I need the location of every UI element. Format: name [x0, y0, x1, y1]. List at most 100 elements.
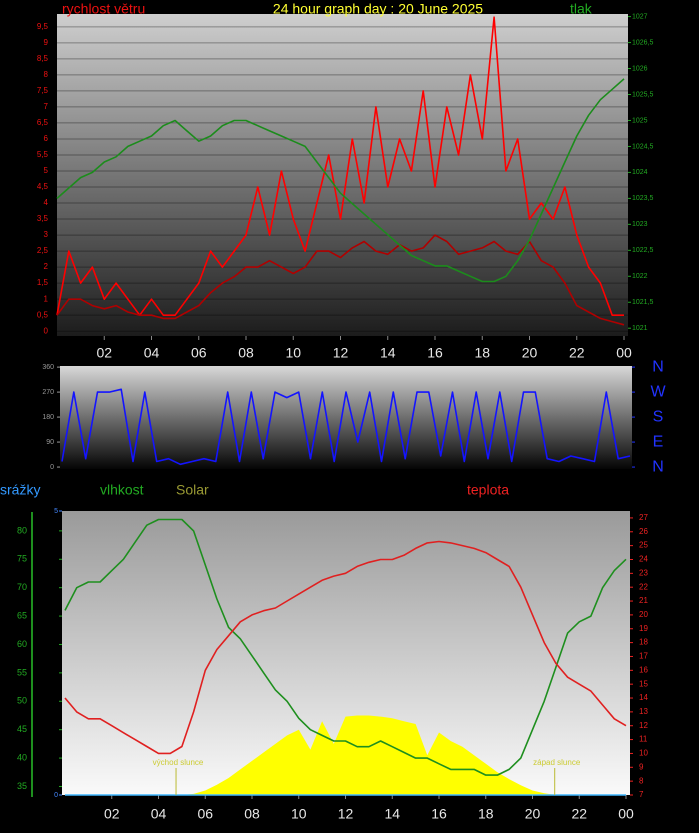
- annotation: východ slunce: [153, 758, 204, 767]
- x-tick-label: 22: [569, 345, 585, 361]
- y3-tick-label: 5: [54, 508, 58, 515]
- y-tick-label: 40: [17, 752, 27, 762]
- y2-tick-label: 12: [639, 721, 648, 730]
- x-tick-label: 00: [618, 806, 634, 822]
- y2-tick-label: 13: [639, 707, 648, 716]
- y2-tick-label: 1022,5: [632, 247, 654, 254]
- y-tick-label: 0: [44, 326, 49, 335]
- y-tick-label: 5: [44, 166, 49, 175]
- x-tick-label: 12: [338, 806, 354, 822]
- x-tick-label: 18: [474, 345, 490, 361]
- y-tick-label: 6: [44, 134, 49, 143]
- y2-tick-label: 1022: [632, 273, 648, 280]
- y2-tick-label: 1021,5: [632, 299, 654, 306]
- y2-tick-label: 9: [639, 762, 644, 771]
- line: [56, 16, 624, 316]
- x-tick-label: 14: [384, 806, 400, 822]
- y2-tick-label: 1024,5: [632, 143, 654, 150]
- y2-tick-label: 25: [639, 541, 648, 550]
- line: [64, 540, 627, 755]
- y2-tick-label: N: [652, 458, 664, 475]
- y2-tick-label: N: [652, 358, 664, 375]
- series-label: rychlost větru: [62, 1, 145, 17]
- y2-tick-label: 16: [639, 665, 648, 674]
- x-tick-label: 18: [478, 806, 494, 822]
- y2-tick-label: 23: [639, 568, 648, 577]
- y-tick-label: 6,5: [37, 118, 49, 127]
- annotation: západ slunce: [533, 758, 581, 767]
- y2-tick-label: 1023,5: [632, 195, 654, 202]
- y-tick-label: 2,5: [37, 246, 49, 255]
- series-label: srážky: [0, 482, 40, 498]
- y-tick-label: 9,5: [37, 22, 49, 31]
- series-label: Solar: [176, 482, 209, 498]
- x-tick-label: 02: [104, 806, 120, 822]
- y3-tick-label: 0: [54, 792, 58, 799]
- x-tick-label: 14: [380, 345, 396, 361]
- y2-tick-label: 24: [639, 555, 648, 564]
- y-tick-label: 3,5: [37, 214, 49, 223]
- y2-tick-label: 7: [639, 790, 644, 799]
- y-tick-label: 70: [17, 582, 27, 592]
- line: [61, 388, 631, 466]
- y2-tick-label: 1026: [632, 65, 648, 72]
- chart-title: 24 hour graph day : 20 June 2025: [273, 1, 483, 17]
- y2-tick-label: 15: [639, 679, 648, 688]
- y-tick-label: 8,5: [37, 54, 49, 63]
- y-tick-label: 270: [42, 389, 54, 396]
- x-tick-label: 20: [522, 345, 538, 361]
- y-tick-label: 3: [44, 230, 49, 239]
- y2-tick-label: 22: [639, 582, 648, 591]
- y-tick-label: 0: [50, 464, 54, 471]
- y-tick-label: 8: [44, 70, 49, 79]
- x-tick-label: 16: [427, 345, 443, 361]
- y-tick-label: 65: [17, 610, 27, 620]
- x-tick-label: 22: [571, 806, 587, 822]
- y2-tick-label: 1024: [632, 169, 648, 176]
- y-tick-label: 4,5: [37, 182, 49, 191]
- series-label: vlhkost: [100, 482, 144, 498]
- y2-tick-label: 26: [639, 527, 648, 536]
- line: [64, 518, 627, 776]
- y-tick-label: 180: [42, 414, 54, 421]
- y-tick-label: 80: [17, 525, 27, 535]
- y-tick-label: 90: [46, 439, 54, 446]
- y-tick-label: 1,5: [37, 278, 49, 287]
- x-tick-label: 04: [151, 806, 167, 822]
- x-tick-label: 20: [525, 806, 541, 822]
- y-tick-label: 9: [44, 38, 49, 47]
- y2-tick-label: W: [650, 383, 666, 400]
- y-tick-label: 360: [42, 364, 54, 371]
- x-tick-label: 00: [616, 345, 632, 361]
- y-tick-label: 75: [17, 554, 27, 564]
- y-tick-label: 2: [44, 262, 49, 271]
- y2-tick-label: 1021: [632, 325, 648, 332]
- series-label: tlak: [570, 1, 593, 17]
- y2-tick-label: 1026,5: [632, 39, 654, 46]
- y-tick-label: 7: [44, 102, 49, 111]
- x-tick-label: 12: [333, 345, 349, 361]
- x-tick-label: 16: [431, 806, 447, 822]
- y-tick-label: 0,5: [37, 310, 49, 319]
- y2-tick-label: 20: [639, 610, 648, 619]
- y-tick-label: 7,5: [37, 86, 49, 95]
- y-tick-label: 35: [17, 781, 27, 791]
- plot-area: [57, 14, 628, 336]
- y-tick-label: 50: [17, 696, 27, 706]
- y2-tick-label: 1025,5: [632, 91, 654, 98]
- x-tick-label: 10: [285, 345, 301, 361]
- x-tick-label: 10: [291, 806, 307, 822]
- y2-tick-label: 10: [639, 749, 648, 758]
- x-tick-label: 06: [197, 806, 213, 822]
- y-tick-label: 1: [44, 294, 49, 303]
- y-tick-label: 55: [17, 667, 27, 677]
- x-tick-label: 04: [144, 345, 160, 361]
- series-label: teplota: [467, 482, 509, 498]
- y2-tick-label: S: [653, 408, 664, 425]
- y-tick-label: 4: [44, 198, 49, 207]
- x-tick-label: 06: [191, 345, 207, 361]
- y-tick-label: 45: [17, 724, 27, 734]
- y2-tick-label: 1027: [632, 13, 648, 20]
